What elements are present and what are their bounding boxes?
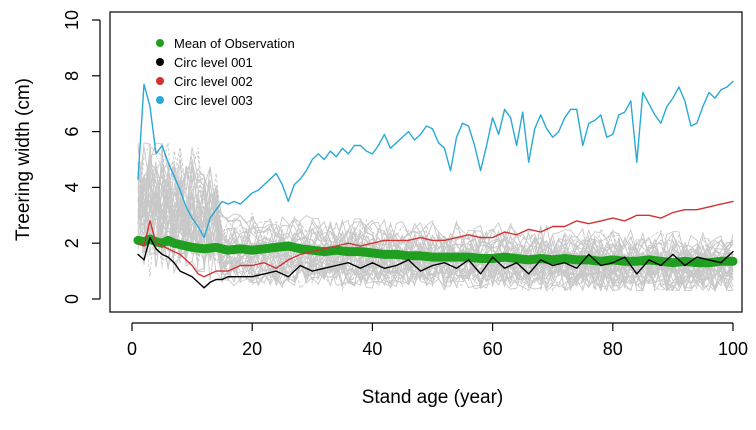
series-line-mean-of-observation	[133, 234, 738, 268]
observation-line	[137, 146, 734, 265]
x-tick-label: 0	[127, 339, 137, 359]
series-line-circ-level-002	[137, 200, 734, 278]
legend-label: Circ level 001	[174, 55, 253, 70]
y-tick-label: 10	[62, 10, 82, 30]
legend-label: Circ level 003	[174, 93, 253, 108]
observation-cloud	[137, 142, 734, 293]
series-lines	[133, 80, 738, 289]
legend-marker	[156, 39, 164, 47]
y-axis: 0 2 4 6 8 10	[62, 10, 101, 304]
y-tick-label: 4	[62, 182, 82, 192]
x-tick-label: 80	[603, 339, 623, 359]
legend-marker	[156, 58, 164, 66]
observation-line	[137, 183, 734, 293]
observation-line	[137, 190, 734, 293]
x-tick-label: 40	[362, 339, 382, 359]
y-axis-title: Treering width (cm)	[13, 78, 34, 241]
legend-marker	[156, 77, 164, 85]
x-axis-title: Stand age (year)	[362, 387, 504, 408]
observation-line	[137, 146, 734, 265]
observation-line	[137, 182, 734, 291]
plot-frame	[109, 11, 743, 313]
x-axis: 0 20 40 60 80 100	[127, 322, 748, 359]
x-tick-label: 100	[718, 339, 748, 359]
y-tick-label: 2	[62, 238, 82, 248]
y-tick-label: 0	[62, 294, 82, 304]
legend-marker	[156, 96, 164, 104]
observation-line	[137, 166, 734, 290]
series-line-circ-level-003	[137, 80, 734, 239]
x-tick-label: 60	[483, 339, 503, 359]
y-tick-label: 6	[62, 127, 82, 137]
series-line-circ-level-001	[137, 236, 734, 289]
legend-label: Mean of Observation	[174, 36, 295, 51]
observation-line	[137, 161, 733, 276]
x-tick-label: 20	[242, 339, 262, 359]
legend: Mean of Observation Circ level 001 Circ le…	[156, 36, 295, 108]
legend-label: Circ level 002	[174, 74, 253, 89]
y-tick-label: 8	[62, 71, 82, 81]
